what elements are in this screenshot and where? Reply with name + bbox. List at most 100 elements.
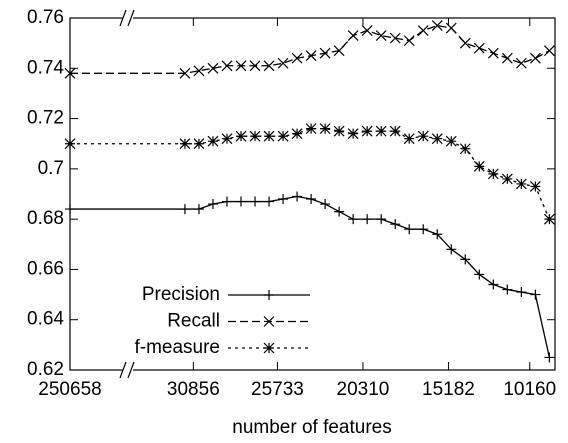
marker xyxy=(445,22,457,34)
series-line xyxy=(70,195,551,358)
marker xyxy=(277,130,289,142)
marker xyxy=(375,125,387,137)
x-tick-label: 15182 xyxy=(422,379,475,400)
marker xyxy=(319,47,331,59)
marker xyxy=(417,25,429,36)
marker xyxy=(264,196,275,207)
series-line xyxy=(70,24,550,74)
marker xyxy=(487,168,499,180)
marker xyxy=(249,130,261,142)
marker xyxy=(278,194,289,205)
marker xyxy=(404,224,415,235)
marker xyxy=(320,199,331,210)
marker xyxy=(347,30,359,42)
marker xyxy=(403,133,415,145)
marker xyxy=(501,52,513,64)
marker xyxy=(64,138,76,150)
y-tick-label: 0.74 xyxy=(27,57,64,78)
marker xyxy=(516,287,527,298)
marker xyxy=(375,30,387,42)
marker xyxy=(446,244,457,255)
marker xyxy=(291,52,303,64)
x-tick-label: 25733 xyxy=(251,379,304,400)
marker xyxy=(515,57,527,69)
legend-label: Recall xyxy=(167,311,220,332)
marker xyxy=(221,196,232,207)
marker xyxy=(473,160,485,172)
marker xyxy=(362,214,373,225)
marker xyxy=(432,229,443,240)
legend-marker xyxy=(263,342,275,354)
y-tick-label: 0.72 xyxy=(27,108,64,129)
marker xyxy=(319,123,331,135)
marker xyxy=(390,219,401,230)
marker xyxy=(544,352,555,363)
marker xyxy=(474,269,485,280)
marker xyxy=(334,206,345,217)
marker xyxy=(207,135,219,147)
marker xyxy=(459,37,471,49)
y-tick-label: 0.76 xyxy=(27,7,64,28)
marker xyxy=(487,47,499,59)
legend-marker xyxy=(263,316,275,327)
marker xyxy=(193,204,204,215)
marker xyxy=(515,178,527,190)
marker xyxy=(305,123,317,135)
marker xyxy=(333,125,345,137)
marker xyxy=(431,133,443,145)
y-tick-label: 0.64 xyxy=(27,309,64,330)
marker xyxy=(389,125,401,137)
marker xyxy=(418,224,429,235)
marker xyxy=(207,62,219,74)
x-axis-label: number of features xyxy=(232,417,391,438)
marker xyxy=(460,254,471,265)
marker xyxy=(263,60,275,72)
marker xyxy=(389,32,401,44)
marker xyxy=(529,181,541,192)
marker xyxy=(291,128,303,140)
marker xyxy=(473,42,485,54)
marker xyxy=(305,50,317,62)
marker xyxy=(179,138,191,150)
marker xyxy=(431,20,443,31)
marker xyxy=(488,279,499,290)
marker xyxy=(361,125,373,137)
marker xyxy=(65,204,75,215)
marker xyxy=(361,25,373,36)
marker xyxy=(193,138,205,150)
marker xyxy=(529,52,541,64)
plot-frame xyxy=(69,17,556,371)
marker xyxy=(249,60,261,72)
marker xyxy=(459,143,471,155)
marker xyxy=(236,196,247,207)
marker xyxy=(543,213,555,225)
y-tick-label: 0.62 xyxy=(27,359,64,380)
marker xyxy=(376,214,387,225)
legend-label: Precision xyxy=(142,284,220,305)
marker xyxy=(179,67,191,79)
marker xyxy=(347,128,359,140)
marker xyxy=(64,67,76,79)
marker xyxy=(417,130,429,142)
legend-label: f-measure xyxy=(134,337,220,358)
legend-marker xyxy=(264,290,274,300)
marker xyxy=(445,135,457,147)
x-tick-label: 30856 xyxy=(167,379,220,400)
x-tick-label: 250658 xyxy=(38,379,101,400)
marker xyxy=(207,199,218,210)
x-tick-label: 10160 xyxy=(503,379,556,400)
marker xyxy=(263,130,275,142)
y-tick-label: 0.66 xyxy=(27,258,64,279)
marker xyxy=(235,130,247,142)
marker xyxy=(221,133,233,145)
marker xyxy=(277,57,289,69)
marker xyxy=(502,284,513,295)
marker xyxy=(348,214,359,225)
marker xyxy=(292,191,303,202)
marker xyxy=(543,45,555,57)
axis-break xyxy=(119,8,135,380)
marker xyxy=(235,60,247,72)
marker xyxy=(530,289,541,300)
marker xyxy=(501,173,513,185)
